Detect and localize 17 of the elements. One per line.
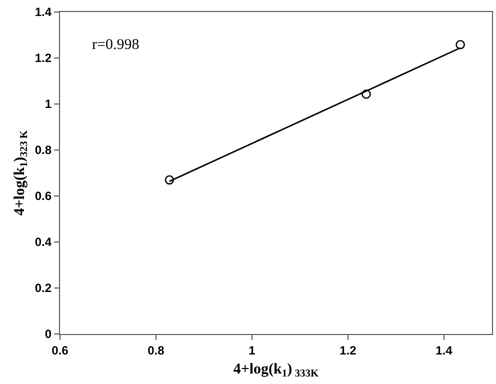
y-tick-label: 0: [44, 327, 52, 342]
y-tick-label: 0.6: [34, 189, 52, 204]
x-tick-label: 1: [248, 344, 256, 358]
point: [456, 40, 465, 50]
y-tick-label: 1.4: [34, 5, 52, 20]
x-tick-label: 1.4: [436, 344, 453, 358]
point: [164, 175, 174, 185]
y-tick-label: 0.8: [34, 143, 52, 158]
annotation: r=0.998: [92, 37, 140, 53]
y-tick-label: 1: [44, 97, 52, 112]
y-tick-label: 0.2: [34, 281, 52, 296]
point: [362, 89, 371, 99]
y-tick-label: 0.4: [34, 235, 52, 250]
x-axis-title: 4+log(k$_{1}$) $_{333K}$: [233, 362, 320, 380]
x-tick-label: 0.8: [148, 344, 165, 358]
x-tick-label: 1.2: [340, 344, 357, 358]
y-tick-label: 1.2: [34, 51, 52, 66]
